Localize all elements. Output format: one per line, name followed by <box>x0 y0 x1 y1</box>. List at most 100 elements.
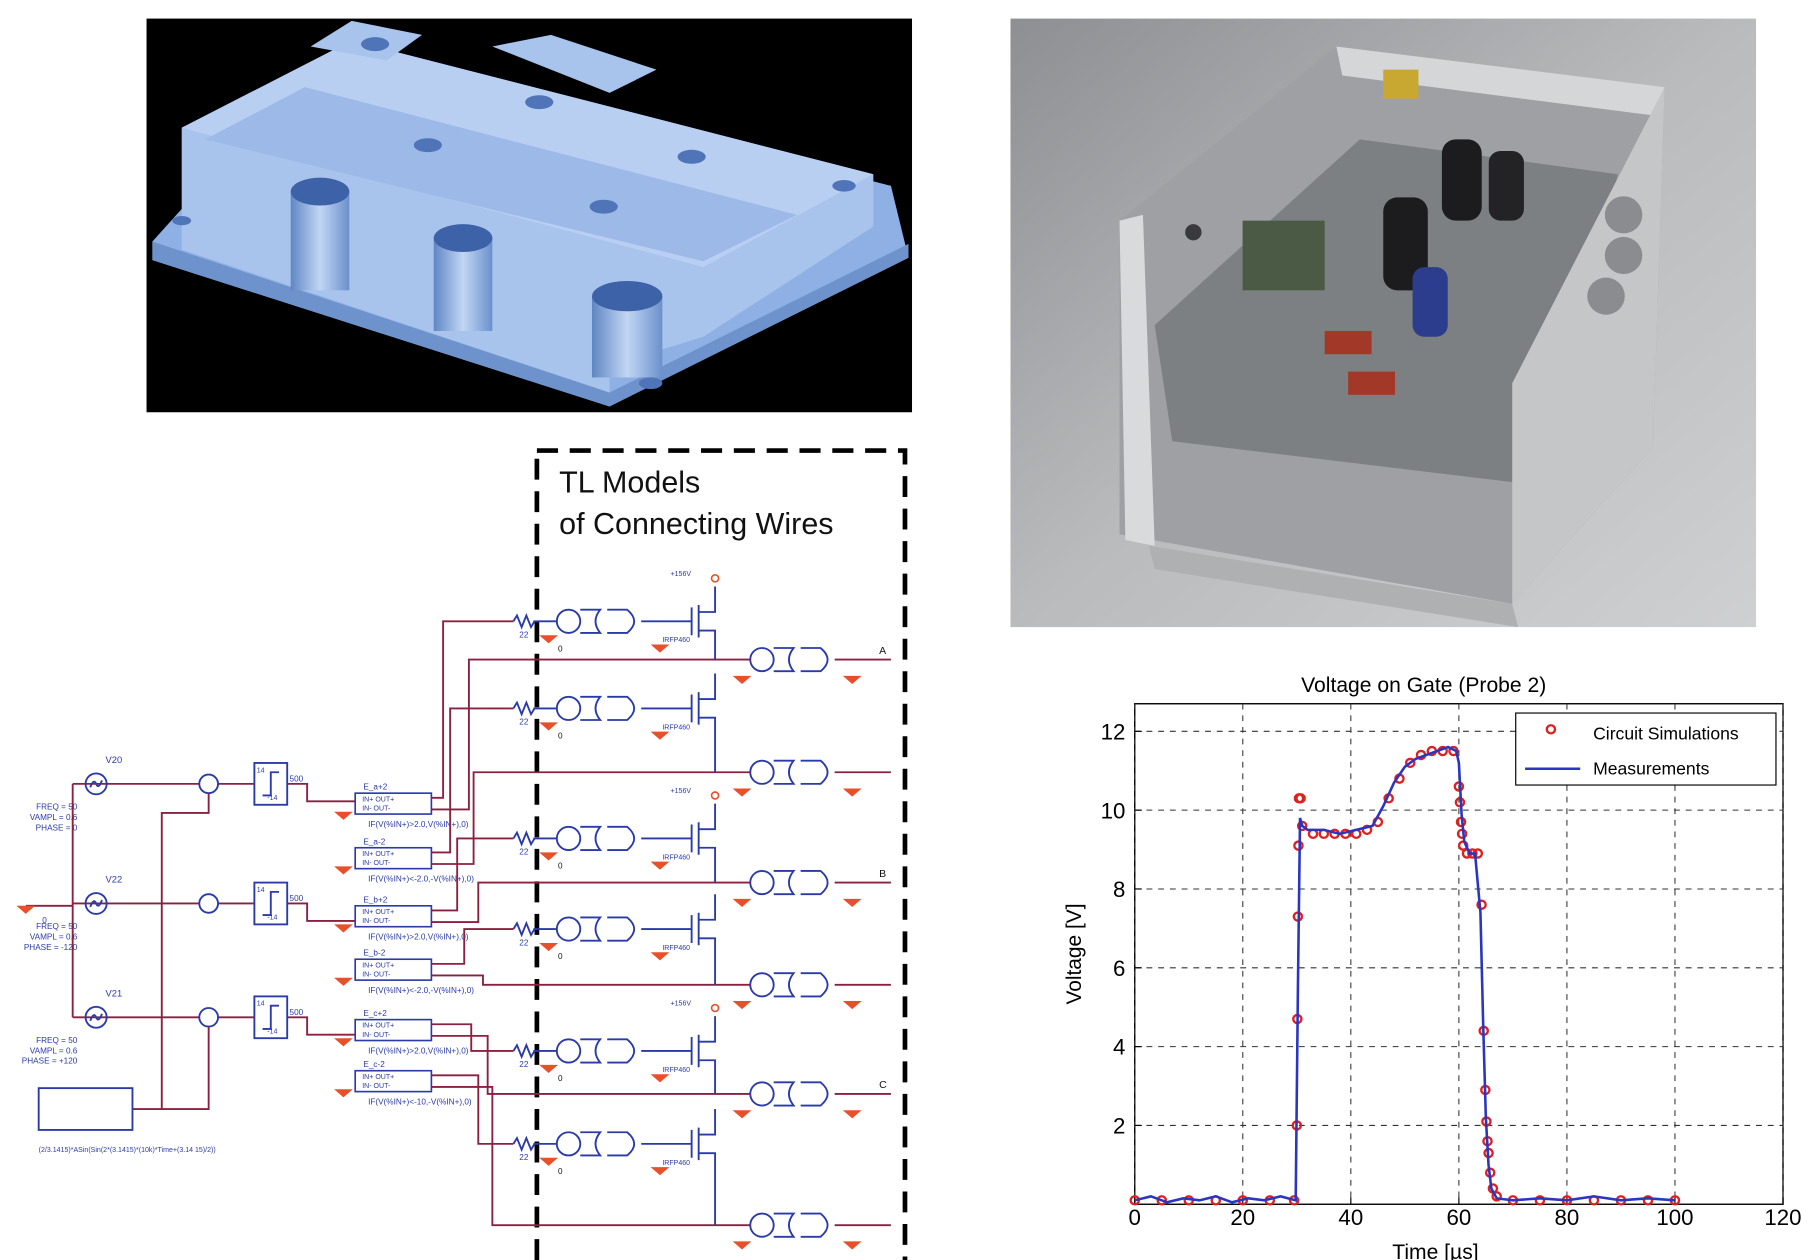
tl-title: TL Models <box>559 467 700 500</box>
schematic-label: IF(V(%IN+)<-10,-V(%IN+),0) <box>368 1097 472 1106</box>
ground <box>733 789 752 797</box>
schematic-label: 500 <box>290 775 304 784</box>
y-axis-label: Voltage [V] <box>1063 903 1086 1004</box>
supply-node <box>712 792 719 799</box>
schematic-label: 0 <box>558 1167 563 1176</box>
ground <box>733 676 752 684</box>
schematic-label: IN- OUT- <box>362 1032 391 1039</box>
schematic-label: VAMPL = 0.6 <box>30 813 78 822</box>
schematic-label: IN- OUT- <box>362 806 391 813</box>
ground <box>651 645 670 653</box>
schematic-label: A <box>879 645 886 657</box>
x-tick-label: 100 <box>1656 1205 1693 1230</box>
module-render <box>147 19 912 413</box>
schematic-label: 500 <box>290 1008 304 1017</box>
schematic-label: 0 <box>558 645 563 654</box>
schematic-label: C <box>879 1079 887 1091</box>
schematic-label: IN- OUT- <box>362 860 391 867</box>
x-tick-label: 80 <box>1555 1205 1580 1230</box>
component <box>750 648 827 671</box>
ground <box>16 906 35 914</box>
tl-region-border <box>537 451 905 1260</box>
schematic-label: 22 <box>519 848 529 857</box>
component <box>263 772 279 795</box>
schematic-label: 22 <box>519 718 529 727</box>
component <box>750 1214 827 1237</box>
schematic-label: VAMPL = 0.6 <box>30 933 78 942</box>
ground <box>651 862 670 870</box>
x-axis-label: Time [µs] <box>1392 1241 1478 1260</box>
component <box>513 923 534 935</box>
y-tick-label: 10 <box>1101 798 1126 823</box>
schematic-label: PHASE = 0 <box>36 823 78 832</box>
ground <box>539 635 558 643</box>
ground <box>539 722 558 730</box>
schematic-label: E_a+2 <box>363 783 387 792</box>
supply-node <box>712 1005 719 1012</box>
ground <box>334 978 353 986</box>
component <box>263 892 279 915</box>
ground <box>539 943 558 951</box>
ground <box>733 1241 752 1249</box>
schematic-label: IRFP460 <box>662 945 690 952</box>
schematic-label: FREQ = 50 <box>36 1036 78 1045</box>
x-tick-label: 60 <box>1446 1205 1471 1230</box>
schematic-label: 22 <box>519 1153 529 1162</box>
component <box>513 833 534 845</box>
figure: TL Modelsof Connecting WiresV20FREQ = 50… <box>0 0 1817 1260</box>
wire <box>431 1075 750 1225</box>
schematic-label: IN+ OUT+ <box>362 962 394 969</box>
schematic-label: 22 <box>519 938 529 947</box>
schematic-label: +156V <box>671 788 692 795</box>
schematic-label: IF(V(%IN+)<-2.0,-V(%IN+),0) <box>368 874 474 883</box>
schematic-label: IN- OUT- <box>362 972 391 979</box>
schematic-label: V21 <box>106 988 123 998</box>
legend-label: Measurements <box>1593 759 1710 779</box>
ground <box>843 1241 862 1249</box>
y-tick-label: 12 <box>1101 720 1126 745</box>
schematic-label: -14 <box>267 795 277 802</box>
schematic-label: B <box>879 868 886 880</box>
summer <box>199 1008 218 1027</box>
ground <box>334 812 353 820</box>
ground <box>539 1065 558 1073</box>
schematic-label: PHASE = -120 <box>24 943 78 952</box>
y-tick-label: 2 <box>1113 1114 1125 1139</box>
component <box>533 894 715 985</box>
schematic-label: IRFP460 <box>662 854 690 861</box>
wire <box>431 621 750 809</box>
supply-node <box>712 575 719 582</box>
component <box>513 1138 534 1150</box>
schematic-label: 14 <box>257 1001 265 1008</box>
x-tick-label: 0 <box>1129 1205 1141 1230</box>
schematic-label: 0 <box>42 916 47 925</box>
schematic-label: 14 <box>257 887 265 894</box>
x-tick-label: 20 <box>1230 1205 1255 1230</box>
wire <box>431 708 750 864</box>
component <box>513 703 534 715</box>
ground <box>334 1089 353 1097</box>
summer <box>199 894 218 913</box>
schematic-label: 22 <box>519 631 529 640</box>
ground <box>733 899 752 907</box>
schematic-label: IN- OUT- <box>362 918 391 925</box>
schematic-label: E_c+2 <box>363 1009 387 1018</box>
schematic-label: V22 <box>106 875 123 885</box>
schematic-label: 22 <box>519 1060 529 1069</box>
ground <box>334 866 353 874</box>
component <box>533 804 715 883</box>
schematic-label: 0 <box>558 952 563 961</box>
schematic-label: FREQ = 50 <box>36 802 78 811</box>
y-tick-label: 8 <box>1113 877 1125 902</box>
component <box>513 615 534 627</box>
schematic-label: 14 <box>257 767 265 774</box>
ground <box>651 1074 670 1082</box>
x-tick-label: 40 <box>1338 1205 1363 1230</box>
ground <box>843 676 862 684</box>
schematic-label: PHASE = +120 <box>22 1057 78 1066</box>
schematic-label: IN+ OUT+ <box>362 851 394 858</box>
ground <box>334 924 353 932</box>
schematic-label: IRFP460 <box>662 724 690 731</box>
y-tick-label: 6 <box>1113 956 1125 981</box>
